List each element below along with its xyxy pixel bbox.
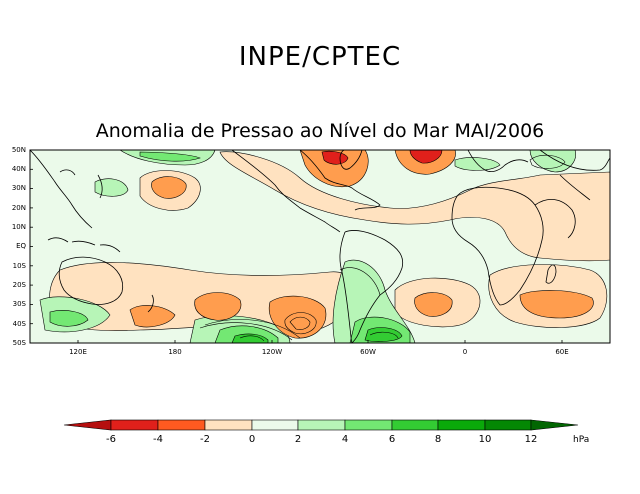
lat-label: 50S: [12, 339, 26, 347]
colorbar-bin: [484, 419, 532, 431]
lon-label: 120W: [261, 348, 283, 356]
map-field: [30, 150, 610, 343]
colorbar: [63, 419, 579, 431]
colorbar-bin: [251, 419, 299, 431]
colorbar-arrow-high: [530, 419, 579, 431]
colorbar-label: 0: [248, 434, 256, 445]
colorbar-label: 8: [434, 434, 442, 445]
negative-strong-zones: [321, 150, 443, 165]
lat-label: 50N: [11, 146, 26, 154]
lat-label: 30N: [11, 184, 26, 192]
axis-ticks: [30, 149, 563, 344]
lat-label: 10N: [11, 223, 26, 231]
colorbar-bin: [344, 419, 393, 431]
colorbar-bin: [204, 419, 253, 431]
lat-label: 20S: [12, 281, 26, 289]
map-title: Anomalia de Pressao ao Nível do Mar MAI/…: [95, 120, 545, 142]
lat-label: EQ: [16, 242, 26, 250]
colorbar-label: 6: [388, 434, 396, 445]
colorbar-bin: [157, 419, 206, 431]
colorbar-label: 12: [524, 434, 538, 445]
lat-label: 20N: [11, 204, 26, 212]
colorbar-label: 10: [478, 434, 492, 445]
colorbar-label: 2: [294, 434, 302, 445]
land-outlines: [30, 150, 610, 343]
colorbar-label: 4: [341, 434, 349, 445]
colorbar-arrow-low: [63, 419, 112, 431]
colorbar-unit: hPa: [573, 435, 590, 445]
colorbar-label: -6: [106, 434, 116, 445]
lon-label: 60E: [555, 348, 569, 356]
colorbar-label: -2: [200, 434, 210, 445]
colorbar-bin: [391, 419, 439, 431]
colorbar-bin: [110, 419, 159, 431]
colorbar-label: -4: [153, 434, 163, 445]
agency-title: INPE/CPTEC: [238, 42, 402, 72]
colorbar-bin: [297, 419, 346, 431]
colorbar-bin: [437, 419, 486, 431]
positive-strong-zones: [231, 327, 403, 343]
lat-label: 30S: [12, 300, 26, 308]
contour-lines: [199, 154, 566, 342]
lat-label: 10S: [12, 262, 26, 270]
lat-label: 40N: [11, 165, 26, 173]
lon-label: 120E: [69, 348, 87, 356]
lon-label: 60W: [360, 348, 376, 356]
lat-label: 40S: [12, 320, 26, 328]
lon-label: 180: [168, 348, 182, 356]
lon-label: 0: [462, 348, 468, 356]
